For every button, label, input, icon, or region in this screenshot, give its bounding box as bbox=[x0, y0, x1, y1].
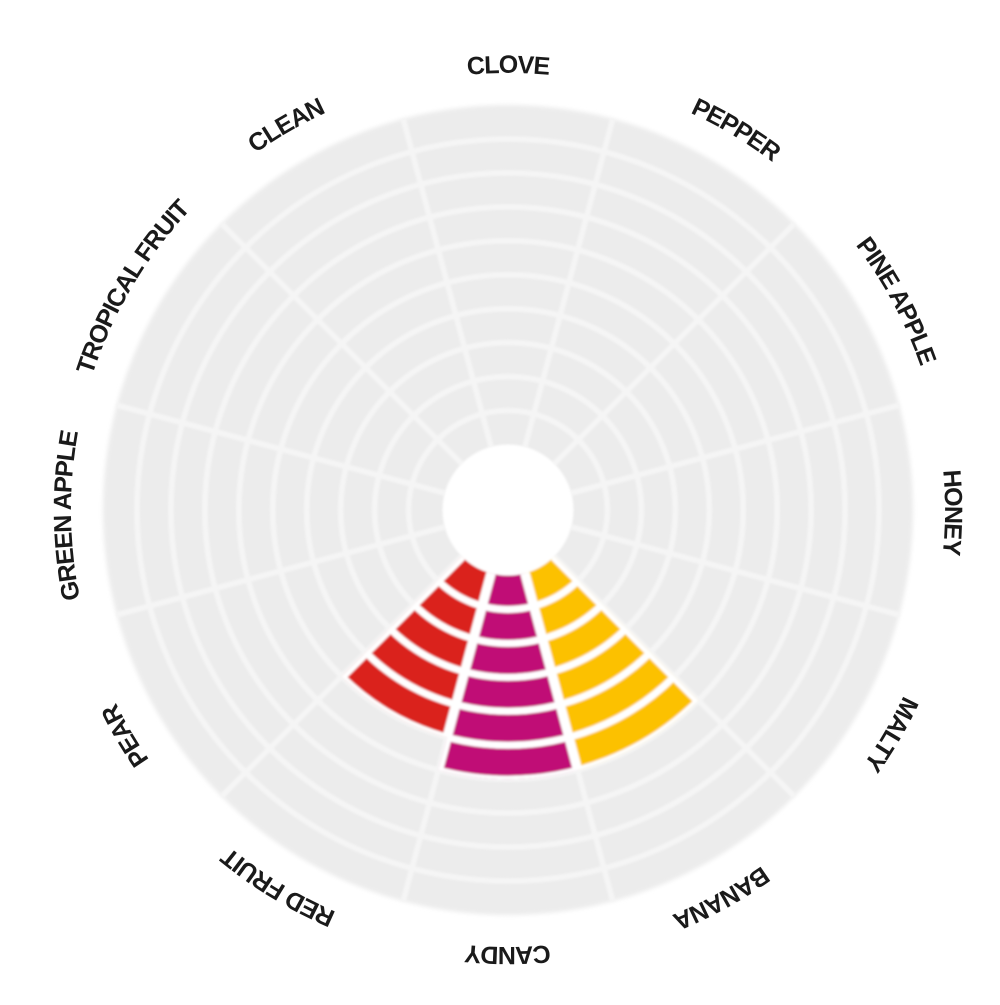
svg-text:MALTY: MALTY bbox=[858, 693, 923, 778]
svg-text:CANDY: CANDY bbox=[463, 939, 552, 969]
svg-text:CLOVE: CLOVE bbox=[466, 51, 551, 81]
svg-text:GREEN APPLE: GREEN APPLE bbox=[49, 429, 86, 603]
svg-text:CLEAN: CLEAN bbox=[243, 93, 328, 158]
svg-text:HONEY: HONEY bbox=[937, 469, 967, 558]
svg-text:PEAR: PEAR bbox=[96, 700, 154, 772]
